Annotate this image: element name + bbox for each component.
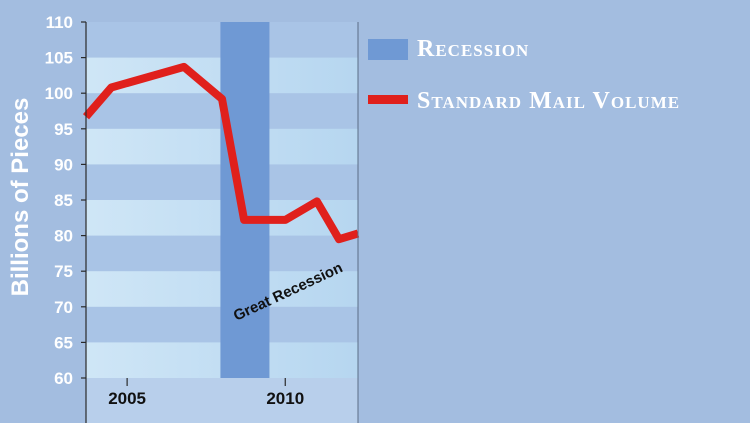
y-tick-label: 105 <box>45 49 73 68</box>
y-tick-label: 85 <box>54 191 73 210</box>
y-tick-label: 60 <box>54 369 73 388</box>
y-tick-label: 75 <box>54 262 73 281</box>
legend-swatch-recession <box>368 39 408 60</box>
y-tick-label: 100 <box>45 84 73 103</box>
y-tick-label: 90 <box>54 155 73 174</box>
y-axis-label: Billions of Pieces <box>7 98 34 297</box>
recession-bar <box>220 22 270 378</box>
y-tick-label: 70 <box>54 298 73 317</box>
y-tick-label: 65 <box>54 333 73 352</box>
x-tick-label: 2010 <box>266 389 304 408</box>
legend-swatch-standard-mail <box>368 95 408 104</box>
legend-label-recession: Recession <box>417 36 529 62</box>
legend: Recession Standard Mail Volume <box>368 36 680 114</box>
y-tick-label: 80 <box>54 227 73 246</box>
y-tick-label: 95 <box>54 120 73 139</box>
x-axis-band <box>86 378 358 423</box>
recession-layer <box>220 22 270 378</box>
axis-layer: 110 105 100 95 90 85 80 75 70 65 60 2005 2010 <box>45 13 359 423</box>
legend-label-standard-mail-volume: Standard Mail Volume <box>417 88 680 114</box>
x-tick-label: 2005 <box>108 389 146 408</box>
y-tick-label: 110 <box>46 13 73 32</box>
